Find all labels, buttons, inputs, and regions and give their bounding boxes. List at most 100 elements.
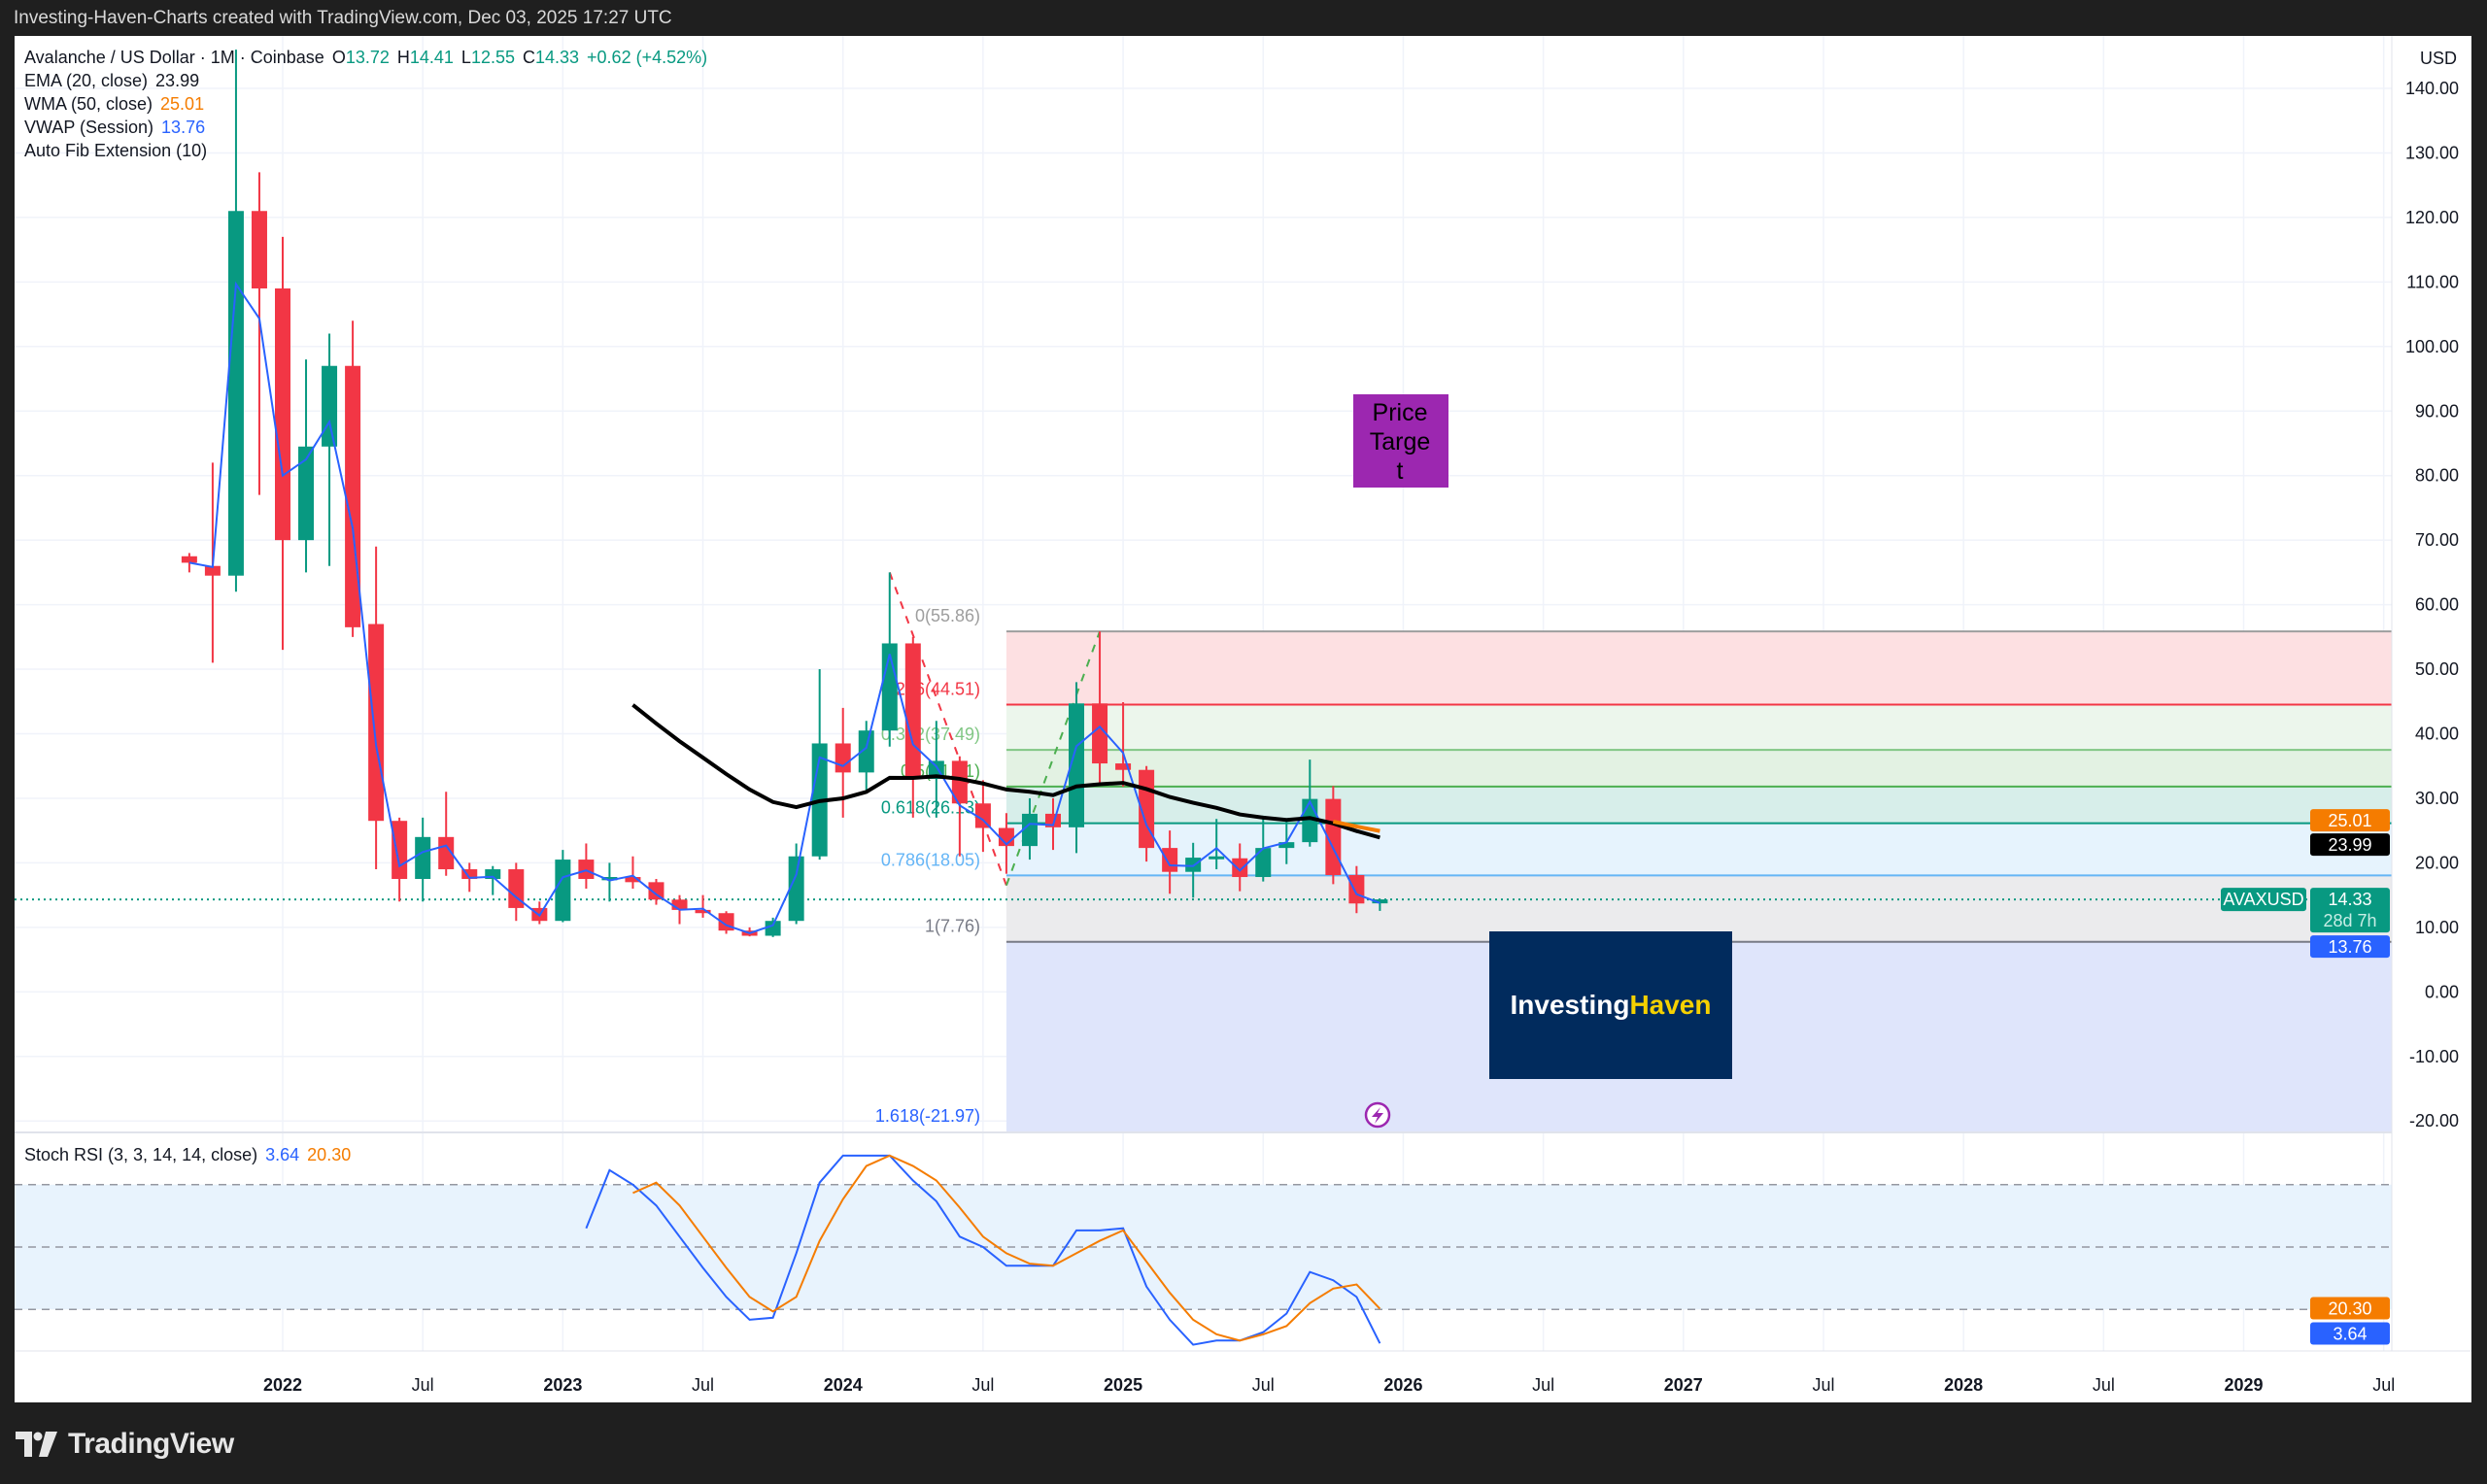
wma-badge-text: 25.01: [2328, 811, 2371, 830]
candle-body: [1232, 858, 1248, 878]
price-target-line1: Price: [1373, 399, 1428, 426]
fib-level-label: 0.786(18.05): [881, 850, 980, 869]
time-tick-label: Jul: [1812, 1375, 1834, 1395]
candle-body: [1255, 848, 1272, 878]
vwap-badge-bg: [2310, 935, 2390, 959]
candle-body: [275, 287, 290, 541]
stoch-k-badge-text: 3.64: [2333, 1325, 2367, 1344]
candle-body: [788, 856, 804, 922]
stoch-k-badge-bg: [2310, 1322, 2390, 1345]
candle-body: [508, 869, 525, 908]
time-tick-label: Jul: [2372, 1375, 2395, 1395]
lightning-icon[interactable]: [1364, 1101, 1391, 1129]
time-tick-label: 2026: [1383, 1375, 1422, 1395]
tradingview-wordmark: TradingView: [68, 1428, 234, 1460]
candle-body: [648, 882, 664, 900]
candle-body: [625, 877, 641, 883]
footer-bar: TradingView: [0, 1402, 2487, 1484]
price-tick-label: 40.00: [2415, 725, 2459, 744]
candle-body: [438, 836, 455, 870]
candle-body: [1209, 856, 1225, 860]
wma-line: [1332, 819, 1380, 833]
price-tick-label: 130.00: [2405, 143, 2459, 162]
candle-body: [1185, 858, 1202, 872]
price-badge-text: 28d 7h: [2323, 911, 2376, 930]
candle-body: [765, 921, 781, 936]
stoch-legend: Stoch RSI (3, 3, 14, 14, close) 3.64 20.30: [24, 1145, 351, 1164]
candle-body: [345, 365, 361, 627]
legend-fib[interactable]: Auto Fib Extension (10): [24, 141, 207, 160]
price-tick-label: 20.00: [2415, 853, 2459, 872]
price-tick-label: 60.00: [2415, 595, 2459, 615]
time-tick-label: 2023: [543, 1375, 582, 1395]
candle-body: [1115, 763, 1132, 770]
stoch-d-badge-bg: [2310, 1297, 2390, 1320]
fib-zone-fill: [1005, 704, 2392, 751]
time-tick-label: Jul: [692, 1375, 714, 1395]
candle-body: [227, 211, 244, 576]
fib-zone-fill: [1005, 875, 2392, 942]
candle-body: [1044, 813, 1061, 827]
price-tick-label: 100.00: [2405, 337, 2459, 356]
time-tick-label: 2024: [824, 1375, 863, 1395]
price-tick-label: 110.00: [2406, 272, 2459, 291]
fib-zone-fill: [1005, 786, 2392, 824]
candle-body: [461, 869, 478, 880]
price-tick-label: 120.00: [2405, 208, 2459, 227]
time-tick-label: 2028: [1944, 1375, 1983, 1395]
candle-body: [181, 556, 197, 563]
wma-badge-bg: [2310, 809, 2390, 832]
candle-body: [298, 446, 315, 541]
symbol-badge-bg: [2221, 888, 2306, 912]
candle-body: [368, 624, 385, 822]
price-target-box[interactable]: Price Targe t: [1353, 394, 1448, 488]
fib-level-label: 1.618(-21.97): [875, 1106, 980, 1126]
price-tick-label: 30.00: [2415, 789, 2459, 808]
tradingview-logo-icon: [16, 1432, 57, 1457]
time-tick-label: Jul: [1532, 1375, 1554, 1395]
time-axis[interactable]: 2022 Jul 2023 Jul 2024 Jul 2025 Jul 2026 Jul 2027 J…: [263, 1375, 2395, 1395]
candle-body: [1069, 703, 1085, 827]
price-axis[interactable]: [2392, 36, 2471, 1402]
candles: [181, 50, 1388, 937]
price-badge-bg: [2310, 888, 2390, 933]
chart-canvas[interactable]: 0(55.86)0.236(44.51)0.382(37.49)0.5(31.8…: [0, 0, 2487, 1402]
time-tick-label: Jul: [2093, 1375, 2115, 1395]
currency-label: USD: [2420, 49, 2457, 68]
legend-ema[interactable]: EMA (20, close) 23.99: [24, 71, 199, 90]
candle-body: [1021, 813, 1038, 847]
price-target-line3: t: [1397, 457, 1404, 485]
candle-body: [204, 565, 221, 576]
candle-body: [881, 643, 898, 731]
vwap-badge-text: 13.76: [2328, 937, 2371, 957]
time-tick-label: 2029: [2224, 1375, 2263, 1395]
price-tick-label: 0.00: [2425, 982, 2459, 1001]
tradingview-logo[interactable]: TradingView: [16, 1428, 234, 1461]
time-tick-label: 2027: [1664, 1375, 1703, 1395]
legend-vwap[interactable]: VWAP (Session) 13.76: [24, 118, 205, 137]
fib-level-label: 0(55.86): [915, 606, 980, 625]
stoch-d-badge-text: 20.30: [2328, 1299, 2371, 1319]
fib-zone-fill: [1005, 631, 2392, 705]
candle-body: [392, 821, 408, 880]
legend-wma[interactable]: WMA (50, close) 25.01: [24, 94, 204, 114]
candle-body: [415, 836, 431, 880]
chart-legend: Avalanche / US Dollar · 1M · Coinbase O13…: [24, 48, 707, 160]
ema-badge-bg: [2310, 833, 2390, 857]
candle-body: [251, 211, 267, 288]
price-tick-label: -20.00: [2409, 1111, 2459, 1130]
fib-zone-fill: [1005, 750, 2392, 787]
vwap-line: [188, 281, 1380, 934]
price-axis-ticks: 140.00 130.00 120.00 110.00 100.00 90.00 80.00…: [2405, 79, 2459, 1130]
top-credit-bar: Investing-Haven-Charts created with Trad…: [0, 0, 2487, 36]
candle-body: [671, 899, 688, 910]
candle-body: [555, 860, 571, 922]
fib-level-label: 1(7.76): [925, 917, 980, 936]
price-tick-label: 50.00: [2415, 659, 2459, 679]
price-badges: 25.01 23.99 14.33 28d 7h 13.76 AVAXUSD 20.30 3.…: [2221, 809, 2390, 1345]
candle-body: [695, 909, 711, 914]
time-tick-label: 2022: [263, 1375, 302, 1395]
time-tick-label: Jul: [971, 1375, 994, 1395]
price-tick-label: 10.00: [2415, 918, 2459, 937]
legend-main: Avalanche / US Dollar · 1M · Coinbase O13…: [24, 48, 707, 67]
